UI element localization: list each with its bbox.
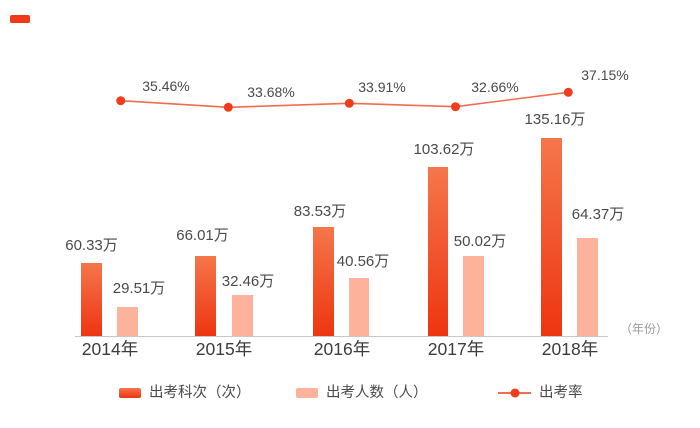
legend-item-attendance-rate: 出考率: [498, 384, 583, 402]
bar-value-label-people: 40.56万: [336, 253, 390, 270]
x-axis-tick-label: 2017年: [427, 339, 485, 359]
bar-exam-sessions: [427, 167, 448, 336]
legend-label-exam-sessions: 出考科次（次）: [149, 384, 251, 401]
rate-point-dot: [116, 96, 126, 106]
bar-value-label-people: 32.46万: [221, 273, 275, 290]
bar-exam-sessions: [81, 263, 102, 336]
bar-exam-people: [577, 238, 598, 336]
rate-point-label: 33.68%: [247, 84, 295, 100]
bar-value-label-sessions: 60.33万: [65, 237, 118, 254]
decorative-dash: [10, 15, 30, 23]
rate-point-dot: [223, 102, 233, 112]
legend-item-exam-sessions: 出考科次（次）: [119, 384, 251, 402]
legend-swatch-light-bar-icon: [296, 388, 318, 398]
bar-value-label-sessions: 83.53万: [293, 203, 347, 220]
x-axis-tick-label: 2015年: [195, 339, 253, 359]
legend-label-exam-people: 出考人数（人）: [326, 384, 428, 401]
rate-point-label: 37.15%: [581, 67, 629, 83]
bar-exam-people: [348, 278, 369, 336]
rate-point-label: 32.66%: [471, 79, 519, 95]
rate-point-dot: [451, 102, 460, 112]
bar-value-label-sessions: 135.16万: [524, 111, 586, 128]
rate-point-label: 33.91%: [358, 79, 406, 95]
bar-exam-people: [117, 307, 138, 336]
bar-value-label-sessions: 66.01万: [176, 227, 229, 244]
x-axis-tick-label: 2018年: [541, 339, 599, 359]
bar-exam-sessions: [195, 256, 216, 336]
bar-value-label-people: 29.51万: [112, 280, 166, 297]
bar-value-label-people: 64.37万: [571, 206, 625, 223]
legend-label-attendance-rate: 出考率: [539, 384, 583, 401]
legend-item-exam-people: 出考人数（人）: [296, 384, 428, 402]
legend-line-marker-icon: [498, 388, 531, 398]
bar-exam-sessions: [313, 227, 334, 336]
x-axis-tick-label: 2014年: [81, 339, 139, 359]
bar-exam-sessions: [541, 138, 562, 336]
rate-point-dot: [563, 87, 573, 97]
bar-value-label-people: 50.02万: [453, 233, 507, 250]
x-axis-tick-label: 2016年: [313, 339, 371, 359]
x-axis-line: [75, 336, 608, 337]
legend-dot-icon: [510, 388, 519, 398]
x-axis-unit-label: （年份）: [620, 322, 669, 336]
bar-exam-people: [232, 295, 253, 336]
rate-point-label: 35.46%: [142, 78, 190, 94]
bar-exam-people: [463, 256, 484, 336]
rate-point-dot: [344, 98, 354, 108]
bar-value-label-sessions: 103.62万: [413, 141, 475, 158]
legend-swatch-dark-bar-icon: [119, 388, 141, 398]
